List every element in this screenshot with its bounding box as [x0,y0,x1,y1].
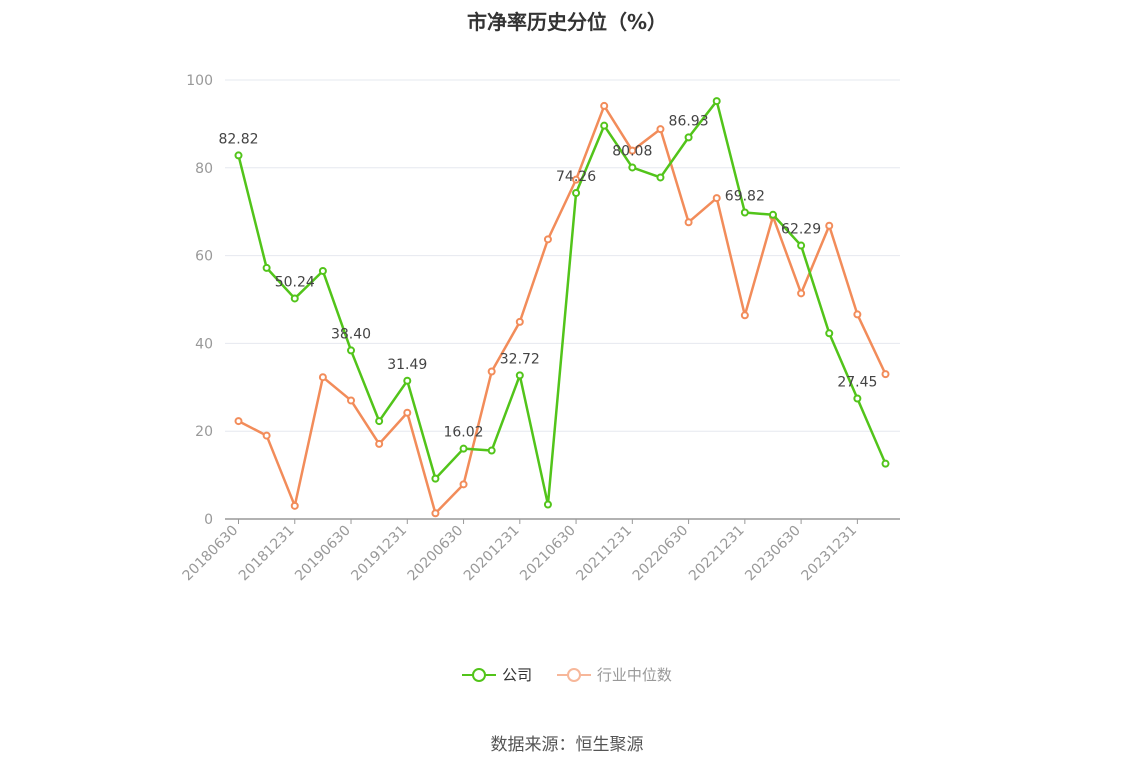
series-line-industry-median [237,104,887,515]
data-label-company-20201231: 32.72 [500,351,540,367]
point-company-20190930 [375,417,384,426]
point-company-20190630 [347,346,356,355]
point-industry-median-20230930 [825,221,834,230]
x-tick-label-20180630: 20180630 [180,523,242,585]
y-tick-label-80: 80 [195,161,213,177]
point-industry-median-20190331 [318,373,327,382]
legend-label-industry-median: 行业中位数 [596,666,672,684]
data-label-company-20181231: 50.24 [275,274,315,290]
data-label-company-20210630: 74.26 [556,169,596,185]
point-company-20181231 [290,294,299,303]
point-company-20180930 [262,263,271,272]
y-tick-label-100: 100 [186,73,213,89]
chart-legend: 公司 行业中位数 [0,664,1134,689]
point-industry-median-20190930 [375,439,384,448]
legend-item-company[interactable]: 公司 [462,664,532,685]
data-label-company-20220630: 86.93 [669,113,709,129]
point-company-20230331 [768,210,777,219]
y-tick-label-20: 20 [195,424,213,440]
point-industry-median-20210331 [543,235,552,244]
point-industry-median-20200630 [459,480,468,489]
point-industry-median-20180930 [262,431,271,440]
x-tick-label-20221231: 20221231 [686,523,748,585]
x-tick-label-20201231: 20201231 [461,523,523,585]
data-label-company-20221231: 69.82 [725,188,765,204]
point-industry-median-20221231 [740,311,749,320]
x-tick-label-20181231: 20181231 [236,523,298,585]
x-tick-label-20191231: 20191231 [348,523,410,585]
point-industry-median-20220331 [656,125,665,134]
data-label-company-20211231: 80.08 [612,143,652,159]
data-label-company-20230630: 62.29 [781,222,821,238]
point-industry-median-20210930 [600,101,609,110]
point-company-20221231 [740,208,749,217]
data-label-company-20231231: 27.45 [837,374,877,390]
point-company-20220630 [684,133,693,142]
data-label-company-20180630: 82.82 [218,131,258,147]
point-company-20190331 [318,266,327,275]
point-company-20200930 [487,446,496,455]
point-company-20200630 [459,444,468,453]
point-company-20220930 [712,97,721,106]
point-company-20210630 [572,188,581,197]
point-company-20200331 [431,474,440,483]
x-tick-label-20220630: 20220630 [630,523,692,585]
point-company-20230930 [825,329,834,338]
point-company-20220331 [656,173,665,182]
x-tick-label-20231231: 20231231 [798,523,860,585]
point-company-20180630 [234,151,243,160]
point-industry-median-20201231 [515,317,524,326]
x-tick-label-20210630: 20210630 [517,523,579,585]
data-source-note: 数据来源：恒生聚源 [490,735,644,755]
chart-title: 市净率历史分位（%） [466,10,668,34]
legend-item-industry-median[interactable]: 行业中位数 [556,664,672,685]
x-tick-label-20230630: 20230630 [742,523,804,585]
point-industry-median-20200930 [487,367,496,376]
point-industry-median-20200331 [431,509,440,518]
point-industry-median-20191231 [403,408,412,417]
point-industry-median-20230630 [797,289,806,298]
point-industry-median-20240331 [881,370,890,379]
data-label-company-20200630: 16.02 [443,425,483,441]
point-industry-median-20231231 [853,310,862,319]
point-company-20191231 [403,376,412,385]
point-industry-median-20181231 [290,501,299,510]
legend-label-company: 公司 [502,666,533,684]
point-industry-median-20211231 [628,146,637,155]
point-industry-median-20220630 [684,218,693,227]
point-industry-median-20190630 [347,396,356,405]
point-company-20240331 [881,459,890,468]
point-company-20231231 [853,394,862,403]
data-label-company-20190630: 38.40 [331,326,371,342]
point-industry-median-20180630 [234,417,243,426]
point-company-20210331 [543,500,552,509]
legend-marker-company [462,665,497,685]
point-company-20210930 [600,121,609,130]
point-company-20211231 [628,163,637,172]
point-industry-median-20210630 [572,175,581,184]
x-tick-label-20190630: 20190630 [292,523,354,585]
point-company-20201231 [515,371,524,380]
point-industry-median-20220930 [712,194,721,203]
y-tick-label-60: 60 [195,249,213,265]
series-line-company [237,99,887,506]
x-tick-label-20211231: 20211231 [573,523,635,585]
point-company-20230630 [797,241,806,250]
y-tick-label-0: 0 [204,512,213,528]
legend-marker-industry-median [556,665,591,685]
x-tick-label-20200630: 20200630 [405,523,467,585]
data-label-company-20191231: 31.49 [387,357,427,373]
y-tick-label-40: 40 [195,336,213,352]
